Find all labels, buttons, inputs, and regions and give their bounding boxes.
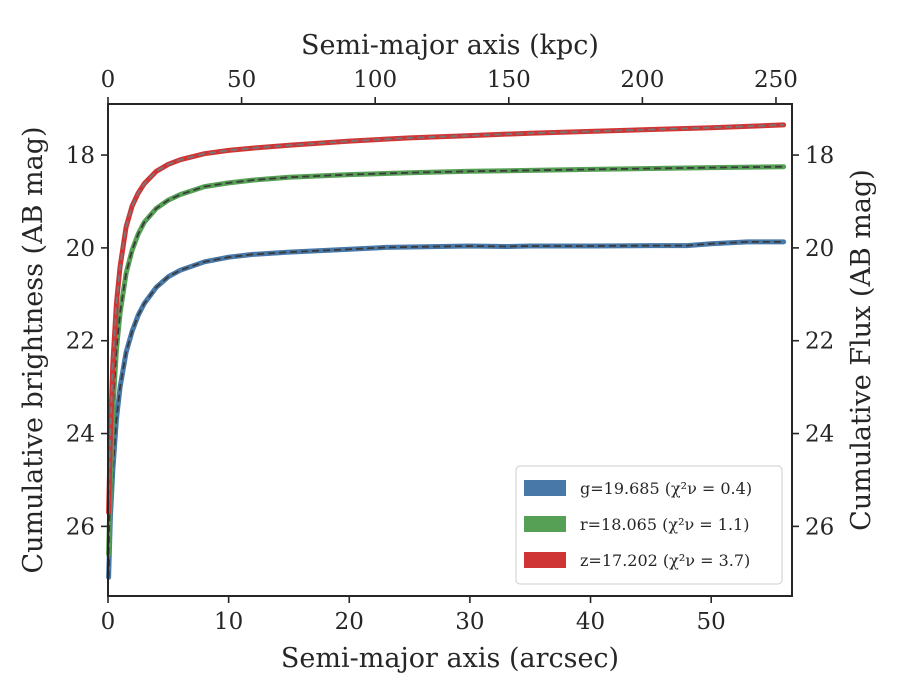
series-lines [106, 122, 787, 580]
y2-tick-label: 24 [805, 422, 834, 448]
y-tick-label: 18 [66, 143, 95, 169]
x2-tick-label: 250 [754, 67, 798, 93]
y2-tick-label: 22 [805, 329, 834, 355]
y2-tick-label: 26 [805, 514, 834, 540]
legend-swatch-0 [524, 480, 566, 496]
legend-frame [515, 465, 783, 585]
model-fit-line-1 [107, 165, 784, 555]
x-tick-label: 30 [455, 609, 484, 635]
x2-tick-label: 0 [101, 67, 116, 93]
x-tick-label: 50 [697, 609, 726, 635]
legend: g=19.685 (χ²ν = 0.4) r=18.065 (χ²ν = 1.1)… [515, 465, 783, 585]
x2-tick-label: 150 [487, 67, 531, 93]
x2-tick-label: 100 [353, 67, 397, 93]
plot-frame [107, 103, 793, 597]
x-tick-label: 20 [335, 609, 364, 635]
legend-swatch-2 [524, 552, 566, 568]
legend-swatch-1 [524, 516, 566, 532]
axis-ticks [101, 97, 799, 603]
x2-tick-label: 200 [620, 67, 664, 93]
legend-label-0: g=19.685 (χ²ν = 0.4) [580, 479, 752, 498]
y-tick-label: 26 [66, 514, 95, 540]
x-axis-label: Semi-major axis (arcsec) [281, 643, 619, 674]
axis-tick-labels: 0 10 20 30 40 50 0 50 100 150 200 250 18 18 20 20 22 22 24… [66, 67, 835, 635]
y-tick-label: 24 [66, 422, 95, 448]
legend-label-1: r=18.065 (χ²ν = 1.1) [580, 515, 749, 534]
series-line-2 [106, 122, 787, 515]
model-fit-line-2 [107, 124, 784, 513]
x-tick-label: 0 [101, 609, 116, 635]
y-tick-label: 20 [66, 236, 95, 262]
y-tick-label: 22 [66, 329, 95, 355]
legend-label-2: z=17.202 (χ²ν = 3.7) [580, 551, 750, 570]
y-axis-label: Cumulative brightness (AB mag) [18, 126, 49, 573]
y2-axis-label: Cumulative Flux (AB mag) [846, 169, 877, 531]
x-tick-label: 10 [214, 609, 243, 635]
x-tick-label: 40 [576, 609, 605, 635]
y2-tick-label: 20 [805, 236, 834, 262]
model-fit-line-0 [107, 240, 784, 578]
x2-axis-label: Semi-major axis (kpc) [301, 30, 599, 61]
y2-tick-label: 18 [805, 143, 834, 169]
x2-tick-label: 50 [227, 67, 256, 93]
